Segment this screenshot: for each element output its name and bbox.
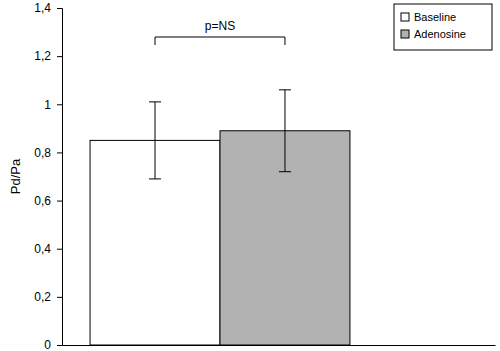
error-cap — [149, 101, 161, 102]
x-axis-line — [63, 345, 496, 346]
y-tick-label: 0 — [44, 338, 51, 351]
error-stem — [155, 102, 156, 179]
y-tick: 0,8 — [34, 146, 62, 160]
error-cap — [279, 171, 291, 172]
chart: 0 0,2 0,4 0,6 0,8 1 1,2 1,4 Pd/Pa p=NS Baseline Ade… — [0, 0, 500, 351]
y-tick-label: 1 — [44, 98, 51, 112]
y-tick-mark — [57, 56, 62, 57]
legend-swatch — [401, 30, 409, 38]
error-stem — [284, 90, 285, 172]
y-axis-title: Pd/Pa — [8, 158, 23, 194]
plot-area — [90, 90, 350, 345]
error-bar — [149, 102, 161, 179]
legend-label: Baseline — [414, 11, 456, 23]
y-tick-label: 1,4 — [34, 1, 51, 15]
annotation-bracket — [155, 37, 285, 45]
y-tick-mark — [57, 297, 62, 298]
y-tick-label: 0,8 — [34, 146, 51, 160]
y-tick-mark — [57, 104, 62, 105]
legend-label: Adenosine — [414, 28, 466, 40]
y-tick-label: 0,4 — [34, 242, 51, 256]
legend-swatch — [401, 13, 409, 21]
y-axis-line — [57, 9, 63, 346]
error-cap — [149, 178, 161, 179]
y-tick-mark — [57, 152, 62, 153]
y-tick: 1,2 — [34, 49, 62, 63]
y-tick: 1,4 — [34, 1, 62, 15]
y-tick: 1 — [44, 98, 62, 112]
y-tick: 0,6 — [34, 194, 62, 208]
y-tick-mark — [57, 201, 62, 202]
error-cap — [279, 89, 291, 90]
y-tick-label: 1,2 — [34, 49, 51, 63]
y-tick: 0 — [44, 338, 62, 351]
y-tick-label: 0,6 — [34, 194, 51, 208]
y-tick: 0,4 — [34, 242, 62, 256]
legend: Baseline Adenosine — [394, 4, 492, 50]
y-tick-mark — [57, 249, 62, 250]
y-tick-label: 0,2 — [34, 290, 51, 304]
annotation: p=NS — [205, 19, 235, 33]
y-tick: 0,2 — [34, 290, 62, 304]
error-bar — [279, 90, 291, 172]
y-tick-mark — [57, 345, 62, 346]
y-axis: 0 0,2 0,4 0,6 0,8 1 1,2 1,4 — [34, 1, 62, 351]
x-axis — [63, 345, 496, 347]
legend-box — [394, 4, 492, 50]
y-tick-mark — [57, 8, 62, 9]
